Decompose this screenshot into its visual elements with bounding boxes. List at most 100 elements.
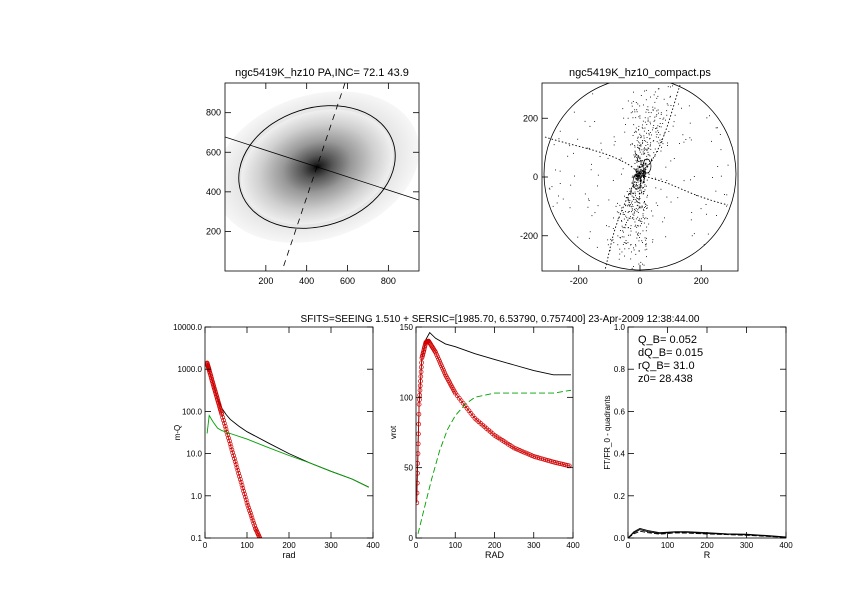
scatter-point xyxy=(620,159,621,161)
scatter-point xyxy=(635,218,637,220)
model-marker xyxy=(235,468,241,473)
scatter-point xyxy=(634,209,636,211)
scatter-point xyxy=(627,212,629,213)
scatter-point xyxy=(607,239,609,241)
scatter-point xyxy=(640,144,642,146)
scatter-point xyxy=(638,199,640,201)
scatter-point xyxy=(637,175,639,177)
scatter-point xyxy=(626,222,627,223)
model-marker xyxy=(554,460,560,466)
scatter-point xyxy=(643,179,645,180)
model-marker xyxy=(220,414,225,420)
scatter-point xyxy=(643,208,644,210)
model-marker xyxy=(239,482,245,488)
scatter-point xyxy=(637,173,639,175)
scatter-point xyxy=(652,109,654,111)
scatter-point xyxy=(630,216,631,218)
model-marker xyxy=(416,402,422,407)
scatter-point xyxy=(619,248,621,250)
fit-annotation: z0= 28.438 xyxy=(638,373,693,385)
scatter-point xyxy=(622,108,624,110)
model-marker xyxy=(232,459,238,464)
model-marker xyxy=(418,374,424,379)
scatter-point xyxy=(643,175,645,177)
scatter-point xyxy=(654,101,656,103)
scatter-point xyxy=(624,248,626,250)
scatter-point xyxy=(642,173,644,175)
quadrant-ratio-panel: 0 100 200 300 400 1.0 0.8 0.6 0.4 0.2 0.0 R FT/FR_0 … xyxy=(603,323,793,560)
scatter-point xyxy=(625,242,626,244)
scatter-point xyxy=(636,205,638,207)
scatter-point xyxy=(644,181,645,183)
scatter-point xyxy=(696,195,697,196)
scatter-point xyxy=(621,220,623,222)
scatter-point xyxy=(625,215,627,217)
scatter-point xyxy=(645,111,647,113)
scatter-point xyxy=(636,170,638,172)
scatter-point xyxy=(646,141,648,143)
y-axis-label: vrot xyxy=(389,425,398,439)
scatter-point xyxy=(646,208,648,209)
scatter-point xyxy=(629,205,631,207)
scatter-point xyxy=(630,144,631,146)
scatter-point xyxy=(610,238,612,240)
scatter-point xyxy=(652,215,654,217)
y-tick-label: 0 xyxy=(533,172,538,182)
model-marker xyxy=(427,340,433,346)
scatter-point xyxy=(639,160,641,162)
scatter-point xyxy=(657,125,659,127)
scatter-point xyxy=(644,174,646,176)
scatter-point xyxy=(645,239,647,241)
scatter-point xyxy=(654,148,656,150)
scatter-point xyxy=(633,214,635,216)
scatter-point xyxy=(584,120,586,122)
scatter-point xyxy=(656,127,658,129)
model-marker xyxy=(230,450,236,456)
scatter-point xyxy=(689,122,691,124)
y-tick-label: 400 xyxy=(206,187,221,197)
scatter-point xyxy=(634,111,636,113)
scatter-point xyxy=(639,171,641,172)
y-tick-label: 10000.0 xyxy=(173,323,202,332)
scatter-point xyxy=(650,144,651,146)
scatter-point xyxy=(643,202,645,204)
scatter-point xyxy=(658,112,659,114)
scatter-point xyxy=(646,248,648,250)
scatter-point xyxy=(640,171,642,173)
scatter-point xyxy=(636,154,638,156)
scatter-point xyxy=(638,192,640,194)
scatter-point xyxy=(631,143,633,145)
x-tick-label: 400 xyxy=(366,541,380,550)
scatter-point xyxy=(636,210,638,212)
scatter-point xyxy=(660,178,662,180)
scatter-point xyxy=(642,263,643,265)
scatter-point xyxy=(623,231,624,233)
scatter-point xyxy=(656,134,658,135)
scatter-point xyxy=(621,236,623,238)
scatter-point xyxy=(655,202,657,204)
scatter-point xyxy=(648,130,649,131)
scatter-point xyxy=(673,158,675,159)
scatter-point xyxy=(652,109,654,111)
scatter-point xyxy=(644,189,646,191)
x-tick-label: 200 xyxy=(694,276,709,286)
model-marker xyxy=(419,360,424,365)
scatter-point xyxy=(639,147,641,149)
scatter-point xyxy=(633,91,634,93)
scatter-point xyxy=(639,149,641,151)
scatter-point xyxy=(628,199,630,201)
scatter-point xyxy=(656,97,658,99)
scatter-point xyxy=(646,207,648,209)
scatter-point xyxy=(549,188,551,190)
scatter-point xyxy=(633,175,635,177)
y-tick-label: 0.0 xyxy=(614,534,626,543)
scatter-point xyxy=(650,112,652,114)
model-marker xyxy=(244,500,250,506)
scatter-point xyxy=(631,211,632,213)
scatter-point xyxy=(642,182,644,183)
scatter-point xyxy=(639,133,641,135)
scatter-point xyxy=(641,206,643,208)
scatter-point xyxy=(647,120,649,122)
scatter-point xyxy=(643,153,644,155)
scatter-point xyxy=(665,236,667,238)
